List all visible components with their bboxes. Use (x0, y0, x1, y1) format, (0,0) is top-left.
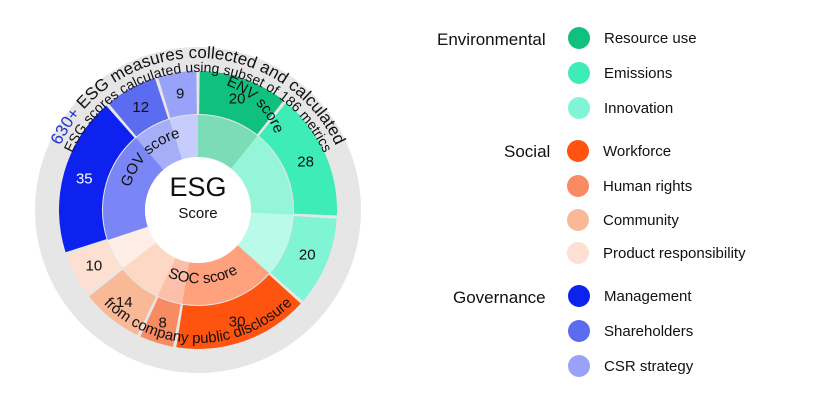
inner-segment-workforce (182, 245, 270, 305)
outer-segment-ring (59, 71, 337, 349)
segment-value-product-responsibility: 10 (86, 258, 103, 275)
inner-segment-emissions (231, 135, 294, 215)
segment-value-human-rights: 8 (159, 315, 167, 332)
outer-segment-workforce (176, 274, 301, 349)
outer-segment-csr-strategy (157, 71, 197, 119)
segment-value-labels: 20 28 20 30 8 14 10 35 12 9 (76, 85, 316, 331)
outer-segment-emissions (258, 102, 337, 216)
inner-segment-management (103, 137, 164, 240)
outer-segment-product-responsibility (66, 241, 122, 294)
segment-value-emissions: 28 (297, 154, 314, 171)
center-title: ESG (169, 172, 226, 202)
outer-segment-shareholders (108, 77, 169, 137)
outer-segment-innovation (270, 216, 337, 302)
segment-value-community: 14 (116, 294, 133, 311)
inner-segment-innovation (237, 212, 293, 274)
segment-value-management: 35 (76, 170, 93, 187)
inner-segment-resource-use (198, 115, 258, 169)
segment-value-csr-strategy: 9 (176, 85, 184, 102)
segment-value-workforce: 30 (229, 313, 246, 330)
outer-segment-resource-use (199, 71, 284, 135)
inner-segment-community (122, 242, 176, 296)
segment-value-resource-use: 20 (229, 91, 246, 108)
inner-segment-ring (103, 115, 294, 305)
outer-segment-management (59, 105, 135, 253)
outer-segment-human-rights (140, 297, 181, 347)
inner-segment-shareholders (136, 119, 183, 170)
inner-segment-product-responsibility (107, 226, 157, 269)
segment-value-shareholders: 12 (132, 99, 149, 116)
center-subtitle: Score (178, 205, 217, 222)
inner-segment-human-rights (157, 257, 190, 304)
inner-segment-csr-strategy (169, 115, 198, 160)
outer-segment-community (89, 269, 157, 336)
segment-value-innovation: 20 (299, 247, 316, 264)
center-disc (145, 157, 251, 263)
